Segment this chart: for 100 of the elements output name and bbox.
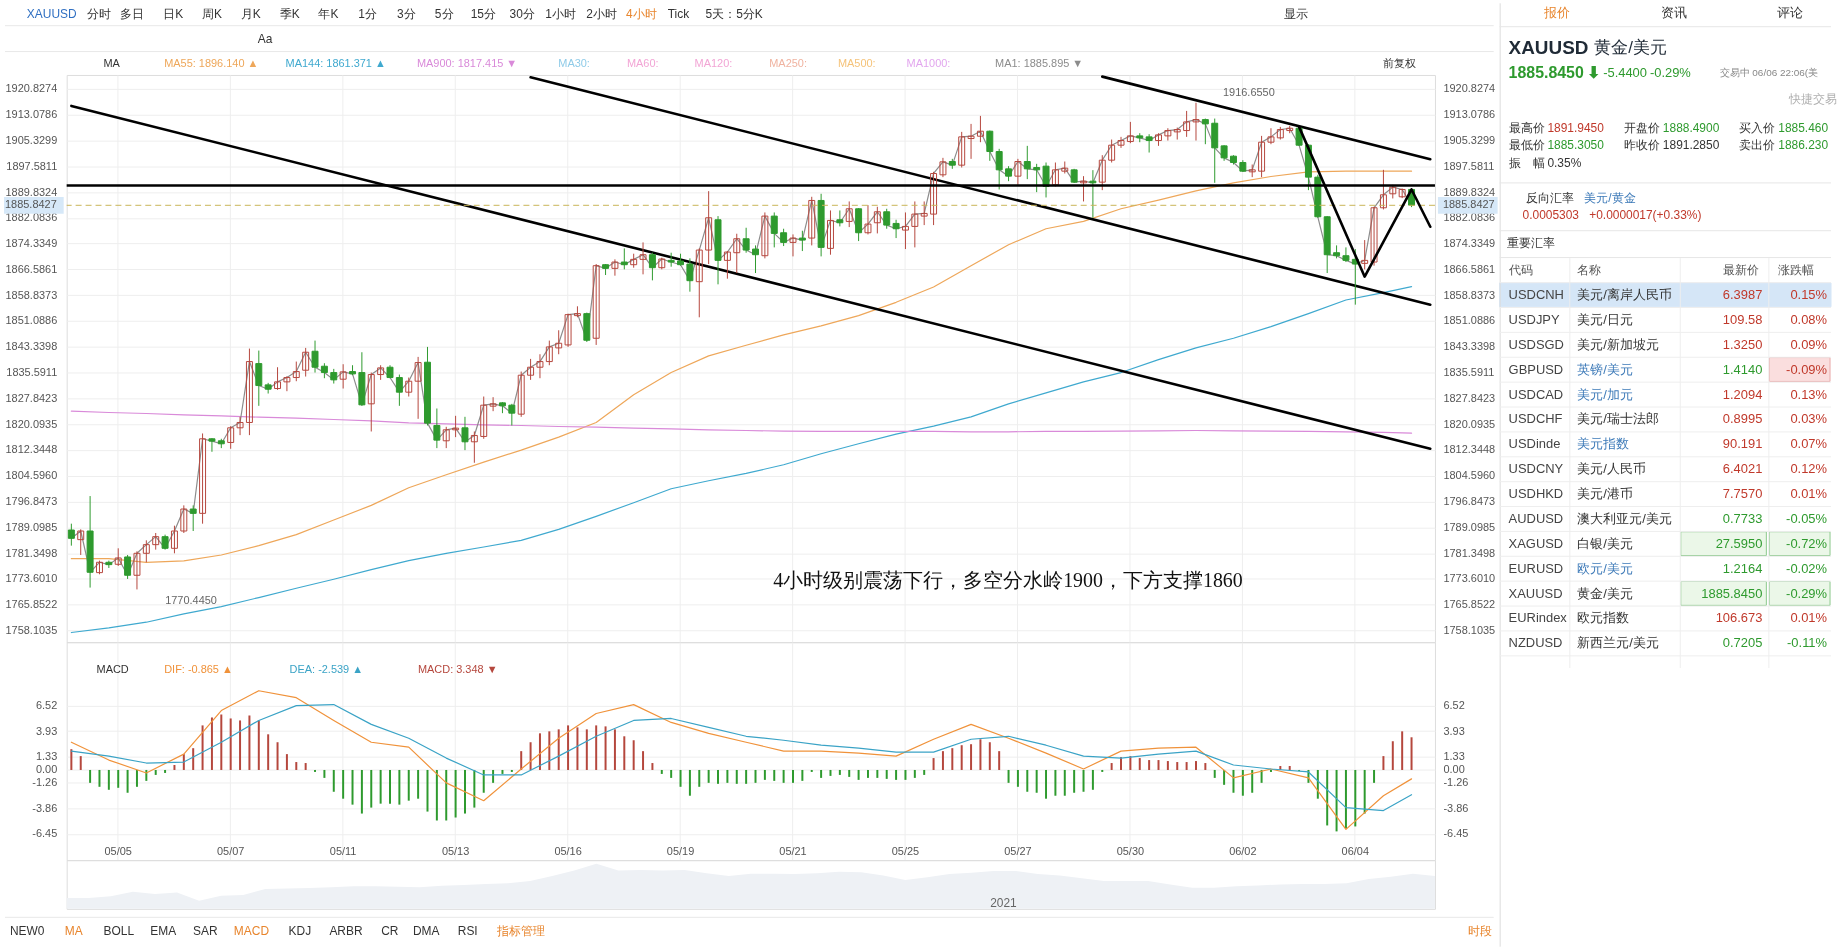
text: 欧元指数 (1577, 610, 1630, 626)
text: 月K (240, 7, 261, 22)
text: ⬇ (1587, 63, 1601, 81)
y-tick-label: 1758.1035 (5, 624, 58, 636)
y-tick-label: 1835.5911 (6, 366, 58, 379)
text: 0.7733 (1722, 510, 1763, 526)
candlestick (480, 396, 488, 440)
text: 3分 (397, 7, 416, 22)
bar (717, 769, 720, 784)
candlestick (1183, 110, 1191, 138)
text: 6.4021 (1722, 461, 1763, 477)
candlestick (639, 241, 647, 275)
candlestick (255, 350, 263, 407)
text: NEW0 (9, 923, 45, 938)
text: 0.08% (1790, 311, 1828, 327)
text: 0.7205 (1722, 635, 1763, 651)
y-tick-label: 1920.8274 (5, 82, 58, 95)
text: RSI (457, 923, 478, 938)
candlestick (808, 196, 816, 246)
x-tick-label: 06/02 (1229, 844, 1257, 857)
candlestick (517, 371, 525, 418)
candlestick (414, 356, 422, 420)
candlestick (1014, 158, 1022, 186)
text: USDCNH (1508, 287, 1564, 303)
text: 1885.8427 (5, 198, 57, 211)
candlestick (1145, 133, 1153, 154)
candlestick (1126, 121, 1134, 144)
text: -0.02% (1786, 560, 1828, 576)
y2-tick-label: 1796.8473 (1443, 495, 1496, 508)
line-series (70, 690, 1413, 830)
text: 反向汇率 (1525, 191, 1574, 206)
text: NZDUSD (1508, 635, 1563, 651)
text: 黄金/美元 (1594, 38, 1667, 58)
y-tick-label: -6.45 (32, 827, 58, 840)
y2-tick-label: 1874.3349 (1443, 237, 1496, 250)
text: -0.29% (1649, 64, 1692, 80)
candlestick (274, 366, 282, 391)
text: 最高价 (1508, 120, 1545, 135)
candlestick (311, 340, 319, 374)
text: 15分 (470, 7, 496, 22)
y-tick-label: 1843.3398 (5, 340, 58, 353)
text: Tick (667, 7, 690, 22)
y-tick-label: 1905.3299 (5, 133, 58, 146)
text: 0.35% (1547, 155, 1582, 170)
candlestick (405, 377, 413, 398)
candlestick (855, 207, 863, 242)
text: 季K (279, 7, 300, 22)
candlestick (1089, 169, 1097, 219)
candlestick (723, 250, 731, 280)
candlestick (864, 204, 872, 235)
candlestick (873, 206, 881, 234)
annotation: 2021 (990, 895, 1018, 910)
candlestick (976, 115, 984, 143)
text: CR (381, 923, 399, 938)
text: MA250: (769, 57, 807, 69)
line-series (70, 703, 1413, 812)
text: 欧元/美元 (1577, 560, 1633, 576)
candlestick (1342, 246, 1350, 263)
candlestick (901, 211, 909, 250)
x-tick-label: 05/30 (1116, 844, 1145, 857)
text: 1888.4900 (1662, 120, 1720, 135)
y2-tick-label: 6.52 (1443, 698, 1465, 711)
y2-tick-label: -3.86 (1443, 801, 1469, 814)
text: 5分 (434, 7, 454, 22)
y-tick-label: 3.93 (35, 724, 58, 737)
text: 买入价 (1739, 120, 1776, 135)
text: 90.191 (1722, 436, 1763, 452)
y-tick-label: 1804.5960 (5, 469, 58, 482)
text: 交易中 06/06 22:06(美 (1719, 66, 1819, 78)
y2-tick-label: 1804.5960 (1443, 469, 1496, 482)
y2-tick-label: 1789.0985 (1443, 520, 1496, 533)
text: 英镑/美元 (1577, 361, 1633, 377)
candlestick (1117, 136, 1125, 149)
text: 5天：5分K (705, 7, 763, 22)
text: 1885.460 (1778, 120, 1829, 135)
text: DIF: -0.865 ▲ (164, 663, 233, 676)
text: -5.4400 (1603, 64, 1647, 80)
text: BOLL (103, 923, 135, 938)
text: -0.05% (1786, 510, 1828, 526)
text: 1885.8450 (1701, 585, 1763, 601)
y2-tick-label: 1913.0786 (1443, 108, 1496, 121)
text: USDHKD (1508, 486, 1564, 502)
text: MA1000: (906, 57, 951, 69)
text: 开盘价 (1624, 120, 1661, 135)
text: 年K (318, 7, 339, 22)
y2-tick-label: 1920.8274 (1443, 82, 1496, 95)
text: 美元指数 (1577, 436, 1630, 452)
x-tick-label: 05/27 (1004, 844, 1032, 857)
candlestick (705, 190, 713, 265)
candlestick (836, 209, 844, 227)
text: 日K (163, 7, 184, 22)
candlestick (1379, 169, 1387, 210)
candlestick (470, 430, 478, 464)
y-tick-label: 1851.0886 (5, 314, 58, 327)
text: 白银/美元 (1577, 535, 1633, 551)
text: 0.12% (1790, 461, 1828, 477)
y-tick-label: 0.00 (35, 763, 58, 776)
text: USDJPY (1508, 311, 1560, 327)
candlestick (611, 258, 619, 277)
y2-tick-label: 1905.3299 (1443, 133, 1496, 146)
